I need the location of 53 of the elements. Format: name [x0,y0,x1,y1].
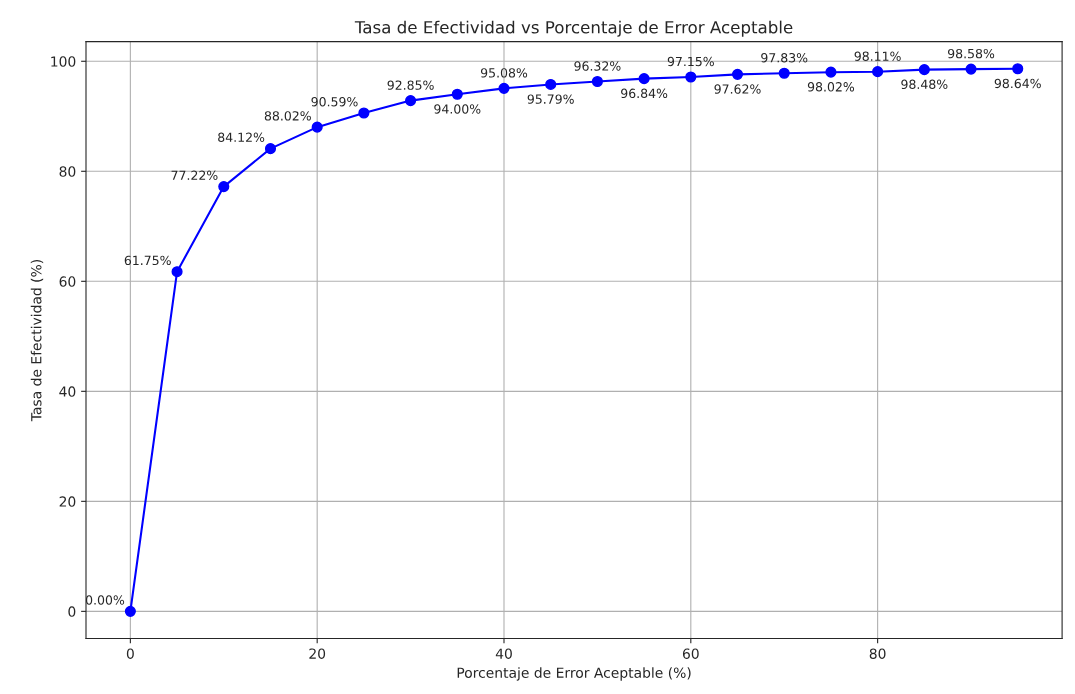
point [311,121,323,133]
data-label: 88.02% [264,111,311,121]
data-label: 97.15% [667,56,714,67]
point [591,75,603,88]
x-axis-title: Porcentaje de Error Aceptable (%) [457,667,691,681]
data-label: 61.75% [124,255,171,266]
data-label: 84.12% [218,132,265,143]
data-label: 98.64% [994,78,1041,89]
data-label: 98.58% [947,48,995,59]
point [1012,63,1024,75]
point [778,67,790,79]
data-label: 95.79% [527,94,574,104]
point [405,95,417,107]
point [171,266,183,278]
point [264,143,277,155]
x-tick-label: 40 [495,648,512,659]
x-tick-label: 60 [682,648,699,659]
point [825,66,837,78]
y-tick-label: 100 [51,56,76,67]
y-tick-label: 20 [59,496,76,507]
point [498,82,510,94]
data-label: 98.02% [807,82,855,92]
data-label: 96.32% [574,61,621,71]
y-tick-label: 80 [59,166,76,177]
y-tick-label: 40 [59,386,76,397]
data-label: 97.62% [714,84,761,94]
data-label: 98.48% [901,79,948,90]
data-label: 97.83% [761,53,808,63]
point [124,605,136,617]
point [872,66,884,78]
data-label: 94.00% [434,104,481,114]
x-tick-label: 20 [309,648,326,659]
point [638,73,650,85]
chart-title: Tasa de Efectividad vs Porcentaje de Error Aceptable [354,20,793,37]
y-tick-label: 60 [59,276,76,287]
x-tick-label: 80 [869,648,886,659]
y-axis-title: Tasa de Efectividad (%) [30,260,44,422]
data-label: 95.08% [480,68,528,78]
point [731,68,744,80]
data-label: 77.22% [171,170,218,180]
x-tick-label: 0 [126,648,134,659]
point [358,107,370,119]
point [218,181,230,193]
y-tick-label: 0 [68,606,76,617]
point [451,88,463,100]
point [685,71,697,83]
point [545,78,557,90]
point [965,63,977,75]
point [918,64,930,76]
data-label: 98.11% [854,51,901,61]
data-label: 92.85% [387,80,434,90]
data-label: 96.84% [621,88,668,99]
data-label: 90.59% [311,97,358,107]
